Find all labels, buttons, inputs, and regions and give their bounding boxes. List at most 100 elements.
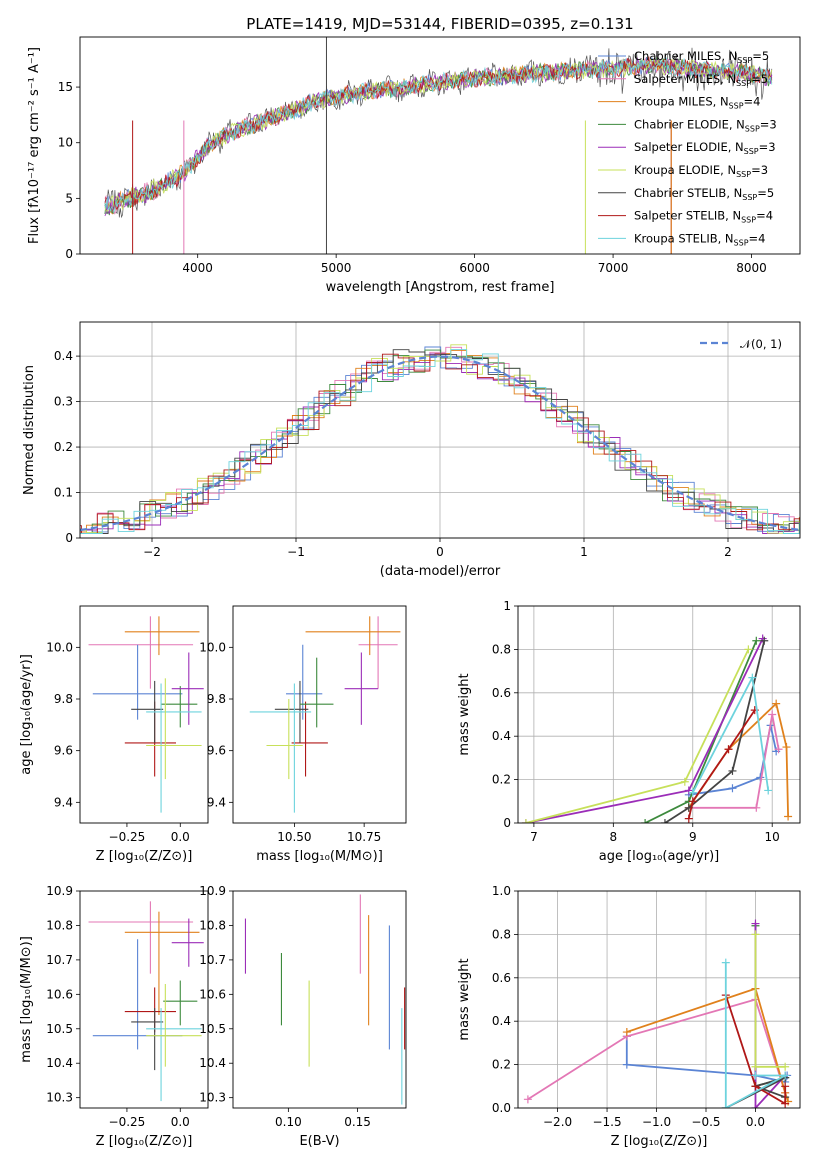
axes-frame — [517, 890, 801, 1109]
x-tick-label: 10 — [765, 830, 780, 844]
legend-text: Kroupa STELIB, N — [634, 231, 734, 245]
y-tick-label: 0.2 — [492, 1058, 511, 1072]
y-tick-label: 10.8 — [199, 918, 226, 932]
weight-series-line — [525, 638, 764, 823]
weight-marker — [721, 958, 730, 967]
mass-vs-ebv-axes: 0.10 0.15 10.3 10.4 10.5 10.6 10.7 10.8 10.9 E(B-… — [199, 884, 407, 1149]
x-axis-label: (data-model)/error — [380, 564, 501, 579]
weight-marker — [728, 784, 737, 793]
legend-text-end: =4 — [749, 231, 766, 245]
weight-marker — [751, 1082, 760, 1091]
legend-entry: Salpeter ELODIE, NSSP=3 — [634, 140, 776, 156]
y-axis-label: Normed distribution — [22, 365, 37, 495]
spectrum-series-line — [104, 55, 773, 213]
age-vs-Z-points — [88, 616, 204, 813]
y-tick-label: 0.2 — [492, 773, 511, 787]
y-tick-label: 0.8 — [492, 927, 511, 941]
axes-frame — [517, 605, 801, 824]
x-axis-label: mass [log₁₀(M/M⊙)] — [256, 849, 383, 864]
axes-frame — [79, 890, 209, 1109]
data-point — [161, 686, 198, 728]
data-point — [163, 980, 198, 1026]
y-tick-label: 1 — [503, 599, 511, 613]
weight-marker — [728, 766, 737, 775]
x-tick-label: −0.25 — [109, 1115, 146, 1129]
y-tick-label: 0.4 — [54, 349, 73, 363]
data-point — [249, 683, 312, 813]
x-tick-label: 0 — [436, 545, 444, 559]
axes-frame — [79, 605, 209, 824]
weight-marker — [758, 634, 767, 643]
weight-marker — [751, 1062, 760, 1071]
x-tick-label: 0.0 — [171, 830, 190, 844]
legend-text-end: =3 — [759, 140, 776, 154]
data-point — [146, 678, 202, 780]
legend-text-end: =5 — [752, 49, 769, 63]
weight-marker — [684, 814, 693, 823]
weight-marker — [751, 1104, 760, 1108]
weight-marker — [688, 797, 697, 806]
x-tick-label: −1 — [287, 545, 305, 559]
weight-marker — [781, 1082, 790, 1091]
x-tick-label: −0.25 — [109, 830, 146, 844]
legend-text-end: =3 — [751, 163, 768, 177]
data-point — [299, 657, 334, 728]
y-tick-label: 0.3 — [54, 395, 73, 409]
x-tick-label: 0.0 — [171, 1115, 190, 1129]
legend-text-end: =5 — [757, 186, 774, 200]
y-tick-label: 10.4 — [199, 1056, 226, 1070]
y-tick-label: 0 — [65, 531, 73, 545]
weight-marker — [751, 1071, 760, 1080]
data-point — [124, 911, 200, 1015]
weight-marker — [688, 788, 697, 797]
age-vs-mass-axes: 10.50 10.75 9.4 9.6 9.8 10.0 mass [log₁₀(M/M⊙)… — [199, 605, 407, 864]
legend-entry: 𝒩(0, 1) — [740, 337, 782, 351]
weight-marker — [641, 819, 650, 823]
y-tick-label: 0.2 — [54, 440, 73, 454]
legend-text-end: =4 — [756, 209, 773, 223]
y-tick-label: 10.4 — [46, 1056, 73, 1070]
figure-title: PLATE=1419, MJD=53144, FIBERID=0395, z=0… — [246, 15, 633, 33]
weight-marker — [752, 636, 761, 645]
weight-marker — [622, 1028, 631, 1037]
weight-marker — [744, 645, 753, 654]
legend-text: Salpeter ELODIE, N — [634, 140, 744, 154]
x-axis-label: Z [log₁₀(Z/Z⊙)] — [96, 849, 193, 864]
spectrum-series-line — [104, 47, 773, 219]
y-tick-label: 10.6 — [199, 987, 226, 1001]
mass-vs-ebv-points — [244, 894, 406, 1105]
y-tick-label: 10.0 — [199, 640, 226, 654]
histogram-series — [80, 349, 800, 534]
y-tick-label: 10.3 — [199, 1091, 226, 1105]
histogram-series — [80, 349, 800, 534]
y-tick-label: 9.4 — [54, 795, 73, 809]
legend-text: Kroupa ELODIE, N — [634, 163, 736, 177]
data-point — [131, 1008, 164, 1071]
x-tick-label: −1.5 — [592, 1115, 621, 1129]
weight-marker — [721, 1104, 730, 1108]
weight-vs-Z-axes: −2.0 −1.5 −1.0 −0.5 0.0 0.0 0.2 0.4 0.6 0.8 1.0 Z [… — [457, 884, 801, 1149]
x-tick-label: 4000 — [182, 261, 213, 275]
x-axis-label: E(B-V) — [299, 1134, 339, 1149]
age-vs-mass-points — [249, 616, 401, 813]
weight-series-line — [724, 962, 787, 1108]
data-point — [92, 939, 183, 1050]
weight-series-line — [725, 1076, 787, 1108]
y-tick-label: 9.8 — [54, 692, 73, 706]
y-tick-label: 5 — [65, 191, 73, 205]
legend-subscript: SSP — [736, 170, 751, 179]
y-tick-label: 0 — [503, 816, 511, 830]
y-tick-label: 0.6 — [492, 686, 511, 700]
y-tick-label: 10.9 — [46, 884, 73, 898]
histogram-series — [80, 353, 800, 534]
data-point — [124, 987, 176, 1033]
weight-series-line — [664, 640, 766, 823]
data-point — [171, 918, 204, 967]
x-tick-label: 7 — [530, 830, 538, 844]
y-axis-label: age [log₁₀(age/yr)] — [19, 654, 34, 775]
legend-text: Chabrier STELIB, N — [634, 186, 742, 200]
x-tick-label: 5000 — [321, 261, 352, 275]
data-point — [266, 699, 303, 780]
legend-entry: Chabrier STELIB, NSSP=5 — [634, 186, 774, 202]
